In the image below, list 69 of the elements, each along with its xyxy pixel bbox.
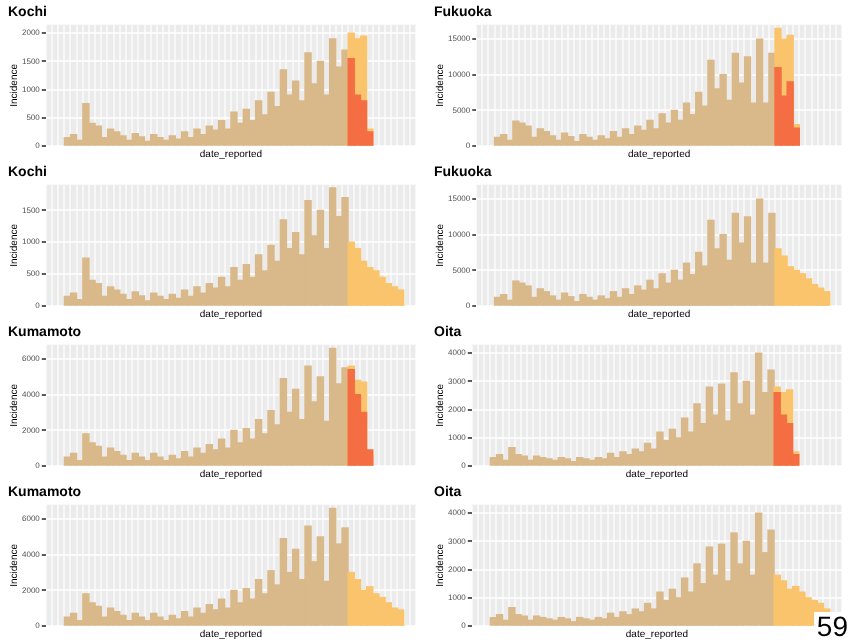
bar bbox=[658, 113, 666, 146]
bar bbox=[551, 619, 559, 626]
bar bbox=[162, 459, 170, 466]
bar bbox=[347, 571, 355, 626]
bar bbox=[347, 57, 355, 146]
bar bbox=[719, 74, 727, 146]
bar bbox=[508, 607, 516, 626]
bar bbox=[545, 618, 553, 626]
bar bbox=[591, 139, 599, 146]
bar bbox=[520, 455, 528, 466]
bar bbox=[94, 283, 102, 306]
bar bbox=[156, 616, 164, 626]
bar bbox=[774, 66, 782, 146]
bar bbox=[162, 139, 170, 146]
bar bbox=[119, 293, 127, 306]
bar bbox=[137, 616, 146, 626]
bar bbox=[125, 459, 133, 466]
bar bbox=[707, 59, 715, 146]
bar bbox=[551, 459, 559, 466]
bar bbox=[162, 619, 170, 626]
bar bbox=[119, 454, 127, 466]
bar bbox=[125, 619, 133, 626]
bar bbox=[193, 286, 201, 306]
bar bbox=[773, 574, 781, 626]
bar bbox=[588, 459, 596, 466]
bar bbox=[137, 136, 146, 146]
bar bbox=[384, 602, 392, 626]
bar bbox=[548, 135, 557, 146]
bar bbox=[125, 139, 133, 146]
bar bbox=[94, 445, 102, 466]
bar bbox=[119, 614, 127, 626]
bar bbox=[508, 447, 516, 466]
bar bbox=[582, 618, 590, 626]
bar bbox=[347, 241, 355, 306]
bar bbox=[94, 125, 102, 146]
bar bbox=[119, 135, 127, 146]
bar bbox=[545, 458, 553, 466]
bar bbox=[162, 298, 170, 306]
bar bbox=[823, 291, 831, 306]
bar bbox=[768, 212, 776, 306]
bar bbox=[585, 296, 593, 306]
bar bbox=[396, 289, 405, 306]
bar bbox=[520, 615, 528, 626]
bar bbox=[767, 529, 775, 626]
bar bbox=[524, 285, 532, 306]
bar bbox=[658, 273, 666, 306]
bar bbox=[82, 257, 90, 306]
bar bbox=[396, 609, 405, 626]
annotation: 59 bbox=[814, 610, 850, 640]
bar bbox=[193, 128, 201, 146]
bar bbox=[94, 605, 102, 626]
bar bbox=[785, 423, 794, 466]
bar bbox=[82, 103, 90, 146]
bar bbox=[156, 136, 164, 146]
bar bbox=[156, 456, 164, 466]
bar bbox=[786, 81, 794, 146]
bar bbox=[719, 234, 727, 306]
bar bbox=[359, 100, 368, 146]
bar bbox=[707, 219, 715, 306]
bar bbox=[137, 456, 146, 466]
bar bbox=[591, 299, 599, 306]
bar bbox=[341, 196, 349, 306]
bar bbox=[588, 619, 596, 626]
bar bbox=[524, 125, 532, 146]
bar bbox=[125, 298, 133, 306]
bar bbox=[341, 527, 349, 626]
bar bbox=[548, 295, 557, 306]
bar bbox=[582, 458, 590, 466]
bar bbox=[585, 136, 593, 146]
